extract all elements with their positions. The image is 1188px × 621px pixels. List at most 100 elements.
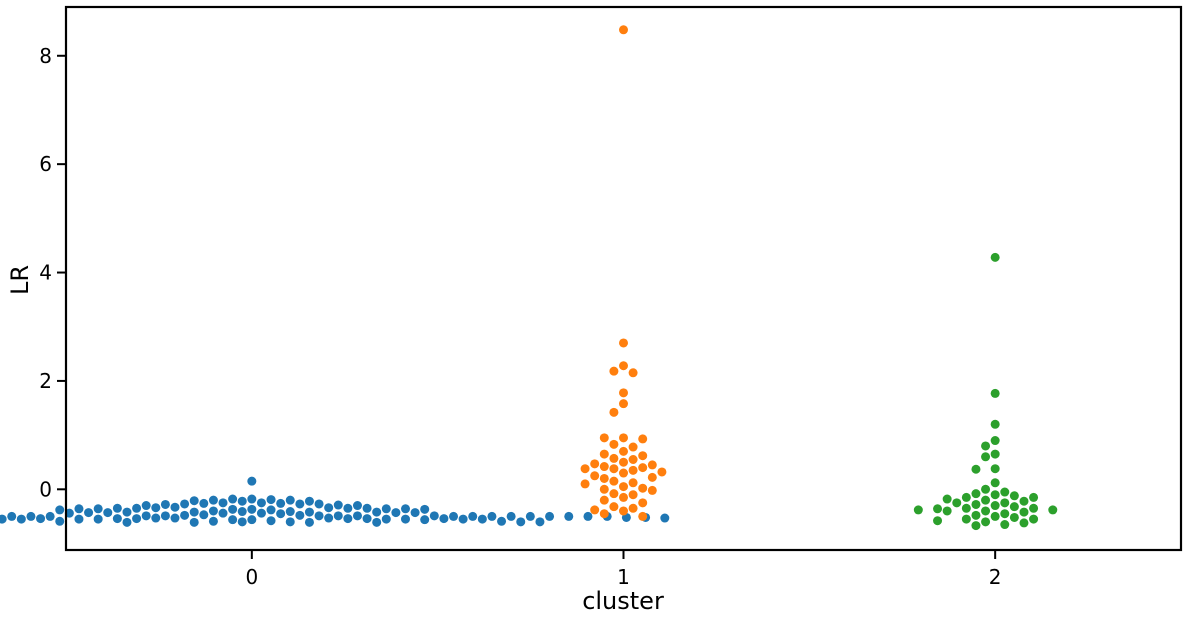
data-point-cluster-0 bbox=[295, 499, 305, 509]
data-point-cluster-0 bbox=[141, 501, 151, 511]
data-point-cluster-0 bbox=[228, 515, 238, 525]
data-point-cluster-0 bbox=[208, 495, 218, 505]
data-point-cluster-2 bbox=[1019, 496, 1029, 506]
data-point-cluster-0 bbox=[93, 504, 103, 514]
data-point-cluster-0 bbox=[247, 515, 257, 525]
data-point-cluster-2 bbox=[1009, 512, 1019, 522]
data-point-cluster-2 bbox=[990, 464, 1000, 474]
data-point-cluster-0 bbox=[564, 511, 574, 521]
data-point-cluster-0 bbox=[151, 513, 161, 523]
data-point-cluster-1 bbox=[609, 464, 619, 474]
data-point-cluster-0 bbox=[477, 514, 487, 524]
data-point-cluster-0 bbox=[285, 495, 295, 505]
data-point-cluster-0 bbox=[160, 511, 170, 521]
data-point-cluster-2 bbox=[971, 510, 981, 520]
data-point-cluster-1 bbox=[638, 498, 648, 508]
data-point-cluster-2 bbox=[971, 521, 981, 531]
data-point-cluster-0 bbox=[237, 507, 247, 517]
data-point-cluster-2 bbox=[990, 490, 1000, 500]
data-point-cluster-2 bbox=[961, 492, 971, 502]
data-point-cluster-0 bbox=[208, 506, 218, 516]
data-point-cluster-0 bbox=[381, 504, 391, 514]
data-point-cluster-0 bbox=[16, 514, 26, 524]
data-point-cluster-1 bbox=[647, 472, 657, 482]
data-point-cluster-1 bbox=[647, 460, 657, 470]
data-point-cluster-0 bbox=[7, 511, 17, 521]
data-point-cluster-0 bbox=[276, 509, 286, 519]
data-point-cluster-1 bbox=[628, 478, 638, 488]
data-point-cluster-0 bbox=[189, 496, 199, 506]
data-point-cluster-1 bbox=[609, 366, 619, 376]
data-point-cluster-0 bbox=[218, 498, 228, 508]
x-axis-ticks: 0 1 2 bbox=[245, 550, 1002, 589]
data-point-cluster-1 bbox=[599, 495, 609, 505]
data-point-cluster-0 bbox=[333, 511, 343, 521]
data-point-cluster-1 bbox=[599, 473, 609, 483]
data-point-cluster-1 bbox=[619, 482, 628, 492]
data-point-cluster-1 bbox=[599, 509, 609, 519]
data-point-cluster-0 bbox=[449, 511, 459, 521]
data-point-cluster-2 bbox=[1000, 498, 1010, 508]
data-point-cluster-0 bbox=[324, 513, 334, 523]
data-point-cluster-2 bbox=[1000, 509, 1010, 519]
data-point-cluster-2 bbox=[961, 514, 971, 524]
data-point-cluster-0 bbox=[55, 505, 65, 515]
data-point-cluster-1 bbox=[619, 468, 628, 478]
data-point-cluster-0 bbox=[132, 514, 142, 524]
data-point-cluster-0 bbox=[228, 494, 238, 504]
data-point-cluster-0 bbox=[343, 514, 353, 524]
data-point-cluster-0 bbox=[132, 503, 142, 513]
data-point-cluster-0 bbox=[497, 516, 507, 526]
data-point-cluster-1 bbox=[638, 434, 648, 444]
data-point-cluster-0 bbox=[401, 504, 410, 514]
data-point-cluster-0 bbox=[199, 498, 209, 508]
data-point-cluster-2 bbox=[981, 506, 991, 516]
y-tick-label: 4 bbox=[39, 261, 52, 285]
data-point-cluster-0 bbox=[420, 504, 430, 514]
data-point-cluster-0 bbox=[45, 511, 55, 521]
data-point-cluster-1 bbox=[628, 465, 638, 475]
data-point-cluster-1 bbox=[599, 433, 609, 443]
data-point-cluster-0 bbox=[266, 495, 276, 505]
data-point-cluster-2 bbox=[990, 436, 1000, 446]
data-point-cluster-0 bbox=[535, 517, 545, 527]
data-point-cluster-0 bbox=[122, 507, 132, 517]
data-point-cluster-0 bbox=[304, 517, 314, 527]
data-point-cluster-0 bbox=[247, 494, 257, 504]
data-point-cluster-2 bbox=[990, 419, 1000, 429]
data-point-cluster-0 bbox=[112, 503, 122, 513]
data-point-cluster-0 bbox=[199, 510, 209, 520]
data-point-cluster-0 bbox=[285, 507, 295, 517]
data-point-cluster-1 bbox=[590, 471, 600, 481]
data-point-cluster-2 bbox=[1029, 503, 1039, 513]
data-point-cluster-0 bbox=[247, 504, 257, 514]
data-point-cluster-0 bbox=[228, 504, 238, 514]
data-point-cluster-0 bbox=[314, 499, 324, 509]
data-point-cluster-1 bbox=[619, 338, 628, 348]
data-point-cluster-2 bbox=[1009, 502, 1019, 512]
data-point-cluster-0 bbox=[26, 511, 36, 521]
data-point-cluster-0 bbox=[352, 501, 362, 511]
data-point-cluster-1 bbox=[609, 489, 619, 499]
data-point-cluster-0 bbox=[401, 514, 410, 524]
data-point-cluster-2 bbox=[990, 449, 1000, 459]
data-point-cluster-2 bbox=[942, 494, 952, 504]
data-point-cluster-0 bbox=[55, 516, 65, 526]
data-point-cluster-0 bbox=[103, 508, 113, 518]
data-point-cluster-1 bbox=[638, 451, 648, 461]
data-point-cluster-1 bbox=[638, 483, 648, 493]
data-point-cluster-2 bbox=[971, 499, 981, 509]
data-point-cluster-1 bbox=[619, 361, 628, 371]
data-point-cluster-1 bbox=[609, 502, 619, 512]
data-point-cluster-0 bbox=[545, 511, 555, 521]
y-axis-ticks: 0 2 4 6 8 bbox=[39, 44, 66, 501]
data-point-cluster-0 bbox=[333, 500, 343, 510]
data-point-cluster-2 bbox=[952, 498, 962, 508]
data-point-cluster-1 bbox=[599, 484, 609, 494]
data-point-cluster-1 bbox=[619, 506, 628, 516]
data-point-cluster-2 bbox=[1000, 487, 1010, 497]
data-point-cluster-0 bbox=[439, 514, 449, 524]
data-point-cluster-1 bbox=[609, 476, 619, 486]
data-point-cluster-1 bbox=[590, 505, 600, 515]
data-point-cluster-0 bbox=[429, 511, 439, 521]
